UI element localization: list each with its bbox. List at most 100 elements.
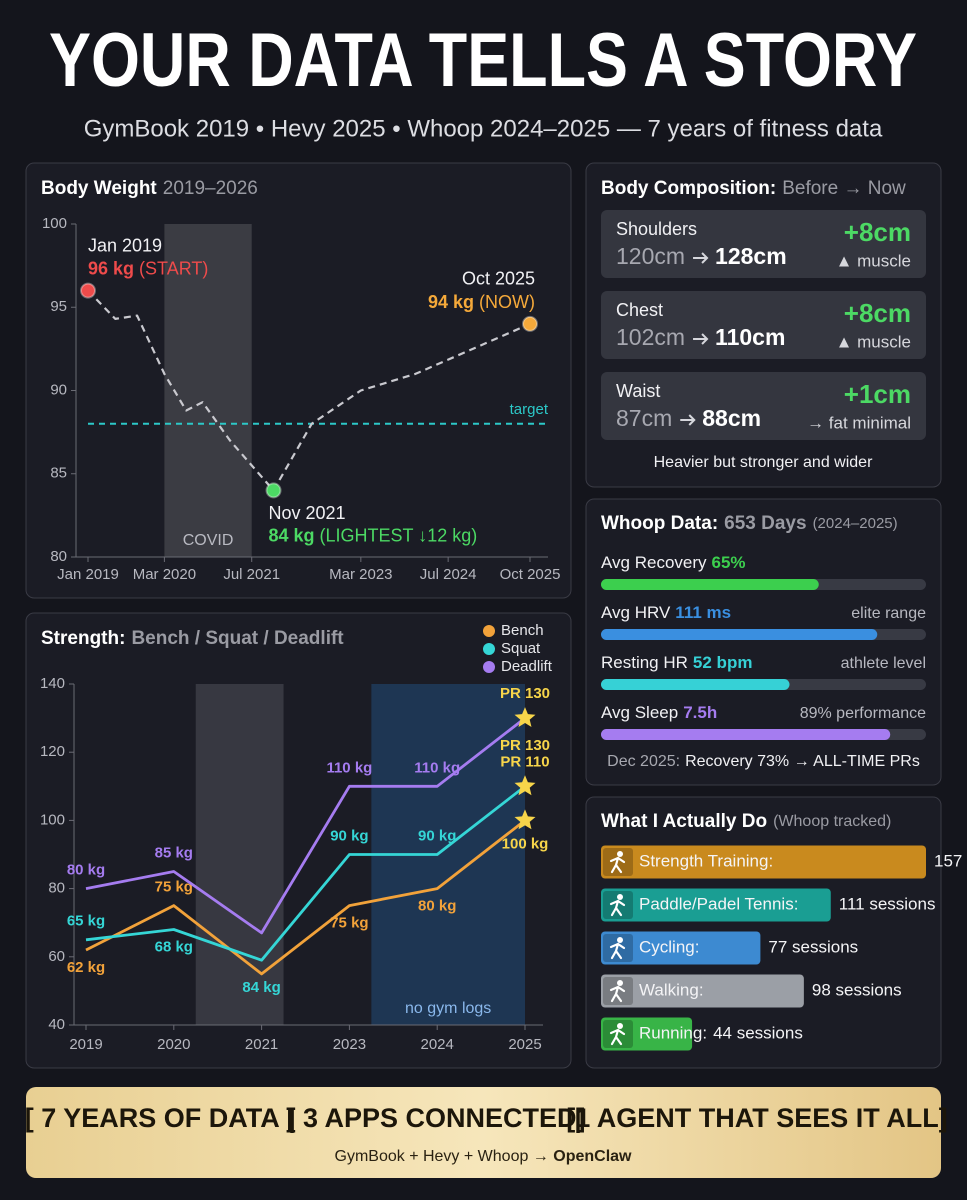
data-label: 90 kg <box>330 827 368 844</box>
footer-item: [ 7 YEARS OF DATA ] <box>25 1103 296 1133</box>
bar <box>601 931 761 965</box>
annotation-date: Nov 2021 <box>269 503 346 523</box>
pr-star <box>514 775 536 796</box>
metric-name: Avg HRV <box>601 603 671 622</box>
panel <box>585 498 942 786</box>
bar <box>601 974 804 1008</box>
arrow-icon <box>693 252 709 264</box>
icon-figure <box>609 899 626 917</box>
data-label: 65 kg <box>67 913 105 930</box>
y-tick-label: 60 <box>48 948 65 965</box>
highlight-point <box>522 315 538 332</box>
measure-name: Chest <box>616 300 663 320</box>
subtitle: Bench / Squat / Deadlift <box>131 628 344 649</box>
activity-label: Cycling: <box>639 937 699 956</box>
legend-label: Squat <box>501 640 541 657</box>
title: Body Weight <box>41 178 157 199</box>
metric-value: 65% <box>712 553 746 572</box>
x-tick-label: Oct 2025 <box>500 566 561 583</box>
measure-name: Shoulders <box>616 219 697 239</box>
annotation-value: 96 kg (START) <box>88 258 208 278</box>
subtitle: Before → Now <box>782 178 906 199</box>
metric-name: Resting HR <box>601 653 688 672</box>
bar <box>601 679 790 690</box>
y-tick-label: 100 <box>42 215 67 232</box>
metric-name: Avg Recovery <box>601 553 707 572</box>
legend-label: Deadlift <box>501 658 553 675</box>
title: Whoop Data: <box>601 513 718 534</box>
footer-item: [1 AGENT THAT SEES IT ALL] <box>566 1103 948 1133</box>
data-label: 90 kg <box>418 827 456 844</box>
band-label: no gym logs <box>405 1000 491 1017</box>
measure-change: +8cm <box>844 217 911 247</box>
page-title: YOUR DATA TELLS A STORY <box>49 18 917 103</box>
metric-label: Avg Recovery 65% <box>601 553 746 572</box>
bar <box>601 1017 693 1051</box>
annotation: PR 130 <box>500 737 550 754</box>
title: What I Actually Do <box>601 811 767 832</box>
x-tick-label: 2025 <box>508 1036 541 1053</box>
bar <box>601 888 831 922</box>
measure-note: → fat minimal <box>807 413 911 432</box>
icon-head <box>617 851 623 857</box>
activity-label: Walking: <box>639 980 704 999</box>
activity-value: 44 sessions <box>713 1023 803 1042</box>
arrow-icon <box>693 333 709 345</box>
series-line <box>85 785 526 962</box>
x-tick-label: 2019 <box>69 1036 102 1053</box>
legend-swatch <box>483 643 495 655</box>
pr-star <box>514 809 536 830</box>
series-line <box>87 289 531 492</box>
footnote-text: Recovery 73% → ALL-TIME PRs <box>685 753 920 770</box>
panel-title: What I Actually Do (Whoop tracked) <box>601 811 891 832</box>
subtitle: 653 Days <box>724 513 806 534</box>
subtitle: 2019–2026 <box>163 178 258 199</box>
measure-card <box>601 372 926 440</box>
annotation-note: (LIGHTEST ↓12 kg) <box>320 525 478 545</box>
metric-value: 52 bpm <box>693 653 753 672</box>
panel-title: Body Weight 2019–2026 <box>41 178 258 199</box>
footnote: Dec 2025: Recovery 73% → ALL-TIME PRs <box>607 753 920 770</box>
activity-value: 157 sessions <box>934 851 967 870</box>
data-label: 110 kg <box>326 759 372 776</box>
y-tick-label: 90 <box>50 381 67 398</box>
measure-after: 88cm <box>702 405 761 431</box>
footnote-date: Dec 2025: <box>607 753 680 770</box>
icon-figure <box>609 942 626 960</box>
highlight-point <box>265 482 282 499</box>
footer-apps: GymBook + Hevy + Whoop → <box>335 1148 549 1165</box>
annotation-weight: 96 kg <box>88 258 134 278</box>
metric-name: Avg Sleep <box>601 703 678 722</box>
subtitle: (Whoop tracked) <box>773 813 891 830</box>
x-tick-label: 2024 <box>421 1036 454 1053</box>
measure-name: Waist <box>616 381 660 401</box>
shaded-band <box>195 684 284 1025</box>
footer-banner <box>26 1087 941 1178</box>
shaded-band <box>164 224 252 557</box>
panel-title: Whoop Data: 653 Days (2024–2025) <box>601 513 898 534</box>
data-label: 62 kg <box>67 959 105 976</box>
measure-change: +8cm <box>844 298 911 328</box>
metric-value: 7.5h <box>683 703 717 722</box>
icon-figure <box>609 856 626 874</box>
y-tick-label: 85 <box>50 465 67 482</box>
annotation-note: (NOW) <box>479 292 535 312</box>
metric-note: 89% performance <box>800 705 926 722</box>
footer-line: GymBook + Hevy + Whoop → OpenClaw <box>335 1148 633 1165</box>
measure-after: 128cm <box>715 243 787 269</box>
icon-figure <box>609 1028 626 1046</box>
data-label: 75 kg <box>155 879 193 896</box>
measure-after: 110cm <box>715 324 785 350</box>
annotation-value: 84 kg (LIGHTEST ↓12 kg) <box>269 525 478 545</box>
x-tick-label: 2021 <box>245 1036 278 1053</box>
icon-head <box>617 980 623 986</box>
footer-product: OpenClaw <box>553 1148 632 1165</box>
pr-star <box>514 707 536 727</box>
y-tick-label: 80 <box>50 548 67 565</box>
annotation-weight: 94 kg <box>428 292 474 312</box>
data-label: PR 130 <box>500 685 550 702</box>
annotation-value: 94 kg (NOW) <box>428 292 535 312</box>
activity-label: Strength Training: <box>639 851 773 870</box>
measure-note: ▲ muscle <box>836 251 911 270</box>
footer-separator: | <box>288 1103 296 1133</box>
